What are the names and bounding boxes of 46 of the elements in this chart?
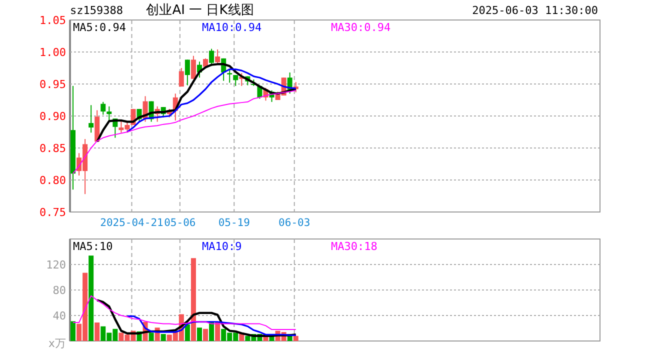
y-tick-label: 0.85	[40, 142, 66, 155]
bar	[293, 336, 298, 341]
bar	[88, 256, 94, 341]
candlestick	[190, 55, 196, 80]
candlestick	[227, 69, 232, 84]
text: MA30:0.94	[331, 21, 391, 34]
x-tick-label: 05-06	[164, 217, 196, 229]
x-tick-label: 2025-04-21	[100, 217, 164, 229]
text: MA30:18	[331, 240, 378, 253]
line-series	[126, 315, 297, 336]
y-tick-label: 0.75	[40, 206, 66, 219]
bar	[148, 332, 154, 341]
candlestick	[178, 68, 184, 88]
chart-title: 创业AI 一 日K线图	[146, 3, 254, 18]
text: MA5:0.94	[73, 21, 126, 34]
y-tick-label: 120	[46, 258, 66, 272]
text: MA10:9	[202, 240, 242, 253]
y-tick-label: x万	[48, 337, 66, 350]
y-tick-label: 1.00	[40, 46, 66, 59]
line-series	[72, 295, 296, 330]
bar	[184, 324, 190, 341]
bar	[196, 328, 202, 341]
x-tick-label: 05-19	[218, 217, 250, 229]
candlestick	[106, 106, 112, 122]
y-tick-label: 0.95	[40, 78, 66, 91]
bar	[160, 334, 166, 341]
candlestick	[100, 101, 106, 116]
bar	[215, 322, 220, 341]
y-tick-label: 1.05	[40, 14, 66, 27]
bar	[94, 322, 100, 341]
candlestick	[184, 59, 190, 86]
y-tick-label: 0.90	[40, 110, 66, 123]
candlestick	[233, 74, 238, 86]
bar	[190, 258, 196, 341]
y-tick-label: 0.80	[40, 174, 66, 187]
text: MA5:10	[73, 240, 113, 253]
bar	[203, 328, 208, 341]
candlestick	[215, 48, 220, 66]
x-tick-label: 06-03	[278, 217, 310, 229]
y-tick-label: 80	[52, 284, 66, 297]
y-tick-label: 40	[52, 310, 66, 322]
text: MA10:0.94	[202, 21, 262, 34]
text: 2025-06-03 11:30:00	[472, 4, 598, 17]
candlestick	[88, 104, 94, 134]
bar	[70, 321, 76, 341]
chart-subtitle: sz159388	[70, 4, 123, 17]
